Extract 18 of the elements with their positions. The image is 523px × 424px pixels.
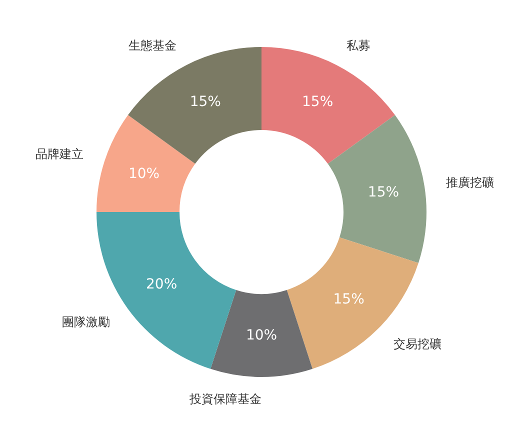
slice-label: 投資保障基金	[188, 392, 262, 406]
slice-label: 團隊激勵	[62, 314, 110, 329]
data-label: 20%	[146, 276, 178, 293]
slice-label: 交易挖礦	[394, 337, 442, 352]
data-label: 10%	[128, 166, 160, 182]
donut-slice	[96, 115, 196, 212]
slice-label: 推廣挖礦	[446, 176, 494, 190]
slice-label: 私募	[346, 38, 370, 52]
data-label: 15%	[190, 94, 221, 110]
slice-label: 生態基金	[128, 38, 177, 52]
data-label: 15%	[333, 291, 364, 308]
donut-slice	[210, 290, 312, 377]
data-label: 15%	[302, 94, 334, 110]
donut-slice	[328, 115, 426, 263]
donut-slice	[286, 237, 418, 369]
data-label: 15%	[368, 184, 400, 201]
slice-label: 品牌建立	[36, 147, 84, 162]
data-label: 10%	[246, 328, 278, 344]
